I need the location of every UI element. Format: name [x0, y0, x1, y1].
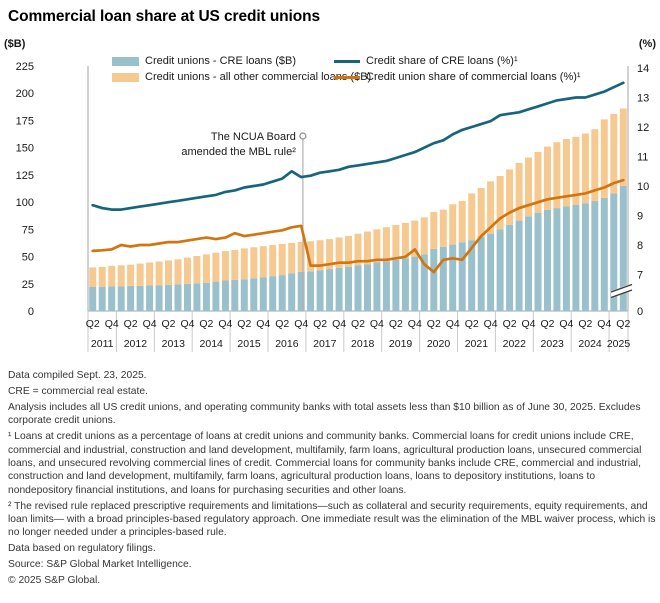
line-cu-share	[91, 178, 625, 274]
svg-text:2018: 2018	[351, 338, 375, 350]
cu-share-line-swatch-icon	[334, 75, 360, 79]
svg-text:Q4: Q4	[370, 318, 384, 330]
svg-text:Q4: Q4	[446, 318, 460, 330]
bars-cre-loans	[89, 185, 627, 311]
svg-text:Q2: Q2	[86, 318, 100, 330]
svg-text:Q2: Q2	[237, 318, 251, 330]
svg-text:13: 13	[637, 93, 649, 105]
svg-text:The NCUA Board: The NCUA Board	[211, 131, 296, 143]
legend-label: Credit unions - CRE loans ($B)	[145, 55, 297, 67]
svg-text:Q4: Q4	[294, 318, 308, 330]
svg-text:amended the MBL rule²: amended the MBL rule²	[181, 146, 296, 158]
svg-text:Q4: Q4	[332, 318, 346, 330]
legend-item-cu-share-line: Credit union share of commercial loans (…	[334, 69, 581, 85]
footer-footnote-1: ¹ Loans at credit unions as a percentage…	[8, 431, 642, 496]
svg-text:2020: 2020	[427, 338, 451, 350]
chart-title: Commercial loan share at US credit union…	[8, 8, 321, 25]
svg-text:2023: 2023	[541, 338, 565, 350]
legend-label: Credit share of CRE loans (%)¹	[366, 55, 518, 67]
footer-analysis-scope: Analysis includes all US credit unions, …	[8, 401, 641, 427]
svg-text:2015: 2015	[237, 338, 261, 350]
svg-text:Q2: Q2	[313, 318, 327, 330]
svg-text:0: 0	[637, 306, 643, 318]
ncua-mbl-annotation: The NCUA Board amended the MBL rule²	[181, 131, 307, 311]
axis-break-icon	[610, 283, 633, 299]
svg-text:Q4: Q4	[559, 318, 573, 330]
svg-text:200: 200	[16, 88, 34, 100]
svg-text:14: 14	[637, 63, 649, 75]
svg-text:Q4: Q4	[218, 318, 232, 330]
svg-text:Q2: Q2	[351, 318, 365, 330]
svg-text:11: 11	[637, 152, 648, 164]
chart-svg: 2011 2012 2013 2014 2015 2016 2017 2018 2019 2020…	[16, 61, 650, 352]
svg-text:10: 10	[637, 181, 649, 193]
svg-text:2022: 2022	[503, 338, 527, 350]
footer-data-basis: Data based on regulatory filings.	[8, 543, 156, 555]
svg-text:Q2: Q2	[124, 318, 138, 330]
svg-text:Q2: Q2	[199, 318, 213, 330]
svg-text:2017: 2017	[313, 338, 337, 350]
svg-text:2024: 2024	[578, 338, 602, 350]
line-cre-share	[91, 81, 625, 211]
svg-text:Q2: Q2	[578, 318, 592, 330]
right-axis-unit: (%)	[638, 38, 656, 50]
legend-item-cre-bars: Credit unions - CRE loans ($B)	[112, 53, 296, 69]
svg-text:Q2: Q2	[275, 318, 289, 330]
footer-compiled-date: Data compiled Sept. 23, 2025.	[8, 370, 147, 381]
svg-text:175: 175	[16, 115, 34, 127]
legend-label: Credit union share of commercial loans (…	[366, 71, 581, 83]
svg-text:Q4: Q4	[521, 318, 535, 330]
legend-item-cre-share-line: Credit share of CRE loans (%)¹	[334, 53, 518, 69]
svg-text:Q4: Q4	[180, 318, 194, 330]
svg-text:2019: 2019	[389, 338, 413, 350]
svg-text:Q4: Q4	[597, 318, 611, 330]
svg-text:Q2: Q2	[161, 318, 175, 330]
footer-source: Source: S&P Global Market Intelligence.	[8, 559, 192, 571]
svg-text:7: 7	[637, 270, 643, 282]
svg-text:Q2: Q2	[540, 318, 554, 330]
svg-text:9: 9	[637, 211, 643, 223]
svg-text:125: 125	[16, 170, 34, 182]
svg-text:Q4: Q4	[484, 318, 498, 330]
cre-bars-swatch-icon	[112, 56, 139, 66]
svg-text:2016: 2016	[275, 338, 299, 350]
legend-label: Credit unions - all other commercial loa…	[145, 71, 372, 83]
svg-text:Q4: Q4	[105, 318, 119, 330]
svg-text:2025: 2025	[607, 338, 631, 350]
svg-text:8: 8	[637, 240, 643, 252]
svg-text:2014: 2014	[200, 338, 224, 350]
cre-share-line-swatch-icon	[334, 59, 360, 63]
footer-copyright: © 2025 S&P Global.	[8, 575, 101, 587]
svg-text:Q2: Q2	[389, 318, 403, 330]
svg-text:2012: 2012	[124, 338, 148, 350]
svg-text:Q2: Q2	[427, 318, 441, 330]
x-axis: 2011 2012 2013 2014 2015 2016 2017 2018 2019 2020…	[86, 310, 631, 352]
footer-cre-definition: CRE = commercial real estate.	[8, 385, 148, 397]
svg-text:75: 75	[22, 224, 34, 236]
bars-other-commercial-loans	[89, 108, 627, 287]
svg-text:100: 100	[16, 197, 34, 209]
svg-text:25: 25	[22, 279, 34, 291]
left-axis-unit: ($B)	[4, 38, 26, 50]
svg-text:225: 225	[16, 61, 34, 73]
svg-text:Q2: Q2	[465, 318, 479, 330]
svg-text:Q4: Q4	[408, 318, 422, 330]
svg-text:Q2: Q2	[616, 318, 630, 330]
y-axes: 0 25 50 75 100 125 150 175 200 225 0 7 8 9 10 11 12 13 14	[16, 61, 650, 318]
svg-text:2013: 2013	[162, 338, 186, 350]
svg-text:2011: 2011	[91, 338, 114, 350]
svg-text:Q4: Q4	[143, 318, 157, 330]
svg-text:150: 150	[16, 143, 34, 155]
svg-text:Q4: Q4	[256, 318, 270, 330]
svg-text:0: 0	[28, 306, 34, 318]
footer-footnote-2: ² The revised rule replaced prescriptive…	[8, 500, 656, 539]
svg-text:Q2: Q2	[503, 318, 517, 330]
svg-text:2021: 2021	[465, 338, 489, 350]
footer-notes: Data compiled Sept. 23, 2025. CRE = comm…	[8, 369, 656, 590]
svg-text:12: 12	[637, 122, 649, 134]
svg-text:50: 50	[22, 252, 34, 264]
legend-item-other-bars: Credit unions - all other commercial loa…	[112, 69, 371, 85]
other-bars-swatch-icon	[112, 72, 139, 82]
